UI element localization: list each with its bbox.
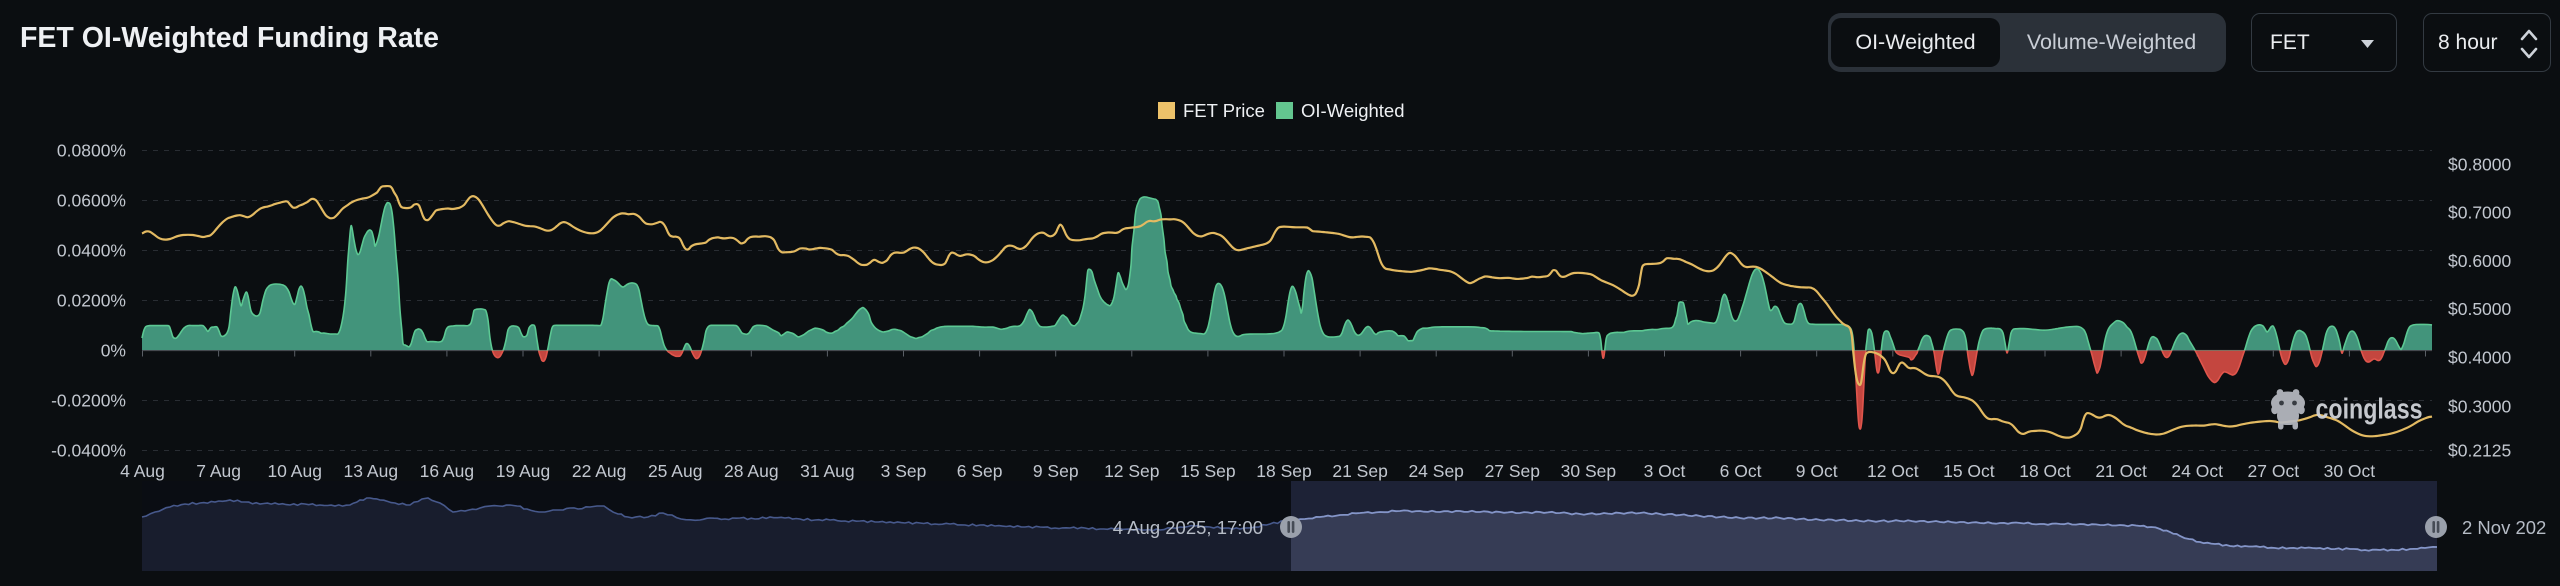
svg-text:15 Oct: 15 Oct xyxy=(1943,461,1995,481)
svg-text:9 Oct: 9 Oct xyxy=(1796,461,1838,481)
svg-text:$0.7000: $0.7000 xyxy=(2448,203,2512,223)
svg-text:24 Oct: 24 Oct xyxy=(2171,461,2223,481)
svg-text:$0.8000: $0.8000 xyxy=(2448,154,2512,174)
svg-text:4 Aug 2025, 17:00: 4 Aug 2025, 17:00 xyxy=(1113,517,1263,538)
svg-text:24 Sep: 24 Sep xyxy=(1408,461,1463,481)
svg-text:30 Oct: 30 Oct xyxy=(2324,461,2376,481)
svg-text:$0.4000: $0.4000 xyxy=(2448,347,2512,367)
svg-text:10 Aug: 10 Aug xyxy=(267,461,322,481)
svg-text:0%: 0% xyxy=(101,341,126,361)
svg-text:27 Sep: 27 Sep xyxy=(1485,461,1540,481)
svg-text:0.0800%: 0.0800% xyxy=(57,141,126,161)
svg-text:25 Aug: 25 Aug xyxy=(648,461,703,481)
svg-text:19 Aug: 19 Aug xyxy=(496,461,551,481)
svg-text:12 Oct: 12 Oct xyxy=(1867,461,1919,481)
svg-text:-0.0400%: -0.0400% xyxy=(51,441,126,461)
svg-text:31 Aug: 31 Aug xyxy=(800,461,855,481)
svg-text:3 Oct: 3 Oct xyxy=(1644,461,1686,481)
svg-text:4 Aug: 4 Aug xyxy=(120,461,165,481)
svg-text:0.0600%: 0.0600% xyxy=(57,191,126,211)
svg-text:22 Aug: 22 Aug xyxy=(572,461,627,481)
svg-text:$0.6000: $0.6000 xyxy=(2448,251,2512,271)
svg-text:6 Sep: 6 Sep xyxy=(957,461,1003,481)
svg-text:30 Sep: 30 Sep xyxy=(1561,461,1616,481)
svg-text:6 Oct: 6 Oct xyxy=(1720,461,1762,481)
svg-text:0.0200%: 0.0200% xyxy=(57,291,126,311)
svg-text:15 Sep: 15 Sep xyxy=(1180,461,1235,481)
svg-text:18 Sep: 18 Sep xyxy=(1256,461,1311,481)
svg-text:21 Oct: 21 Oct xyxy=(2095,461,2147,481)
svg-text:3 Sep: 3 Sep xyxy=(881,461,927,481)
svg-text:7 Aug: 7 Aug xyxy=(196,461,241,481)
svg-text:27 Oct: 27 Oct xyxy=(2248,461,2300,481)
svg-text:12 Sep: 12 Sep xyxy=(1104,461,1159,481)
svg-text:coinglass: coinglass xyxy=(2316,392,2423,425)
svg-text:-0.0200%: -0.0200% xyxy=(51,391,126,411)
svg-text:18 Oct: 18 Oct xyxy=(2019,461,2071,481)
svg-text:$0.3000: $0.3000 xyxy=(2448,396,2512,416)
svg-text:2 Nov 202: 2 Nov 202 xyxy=(2462,517,2546,538)
svg-text:$0.2125: $0.2125 xyxy=(2448,440,2511,460)
svg-text:0.0400%: 0.0400% xyxy=(57,241,126,261)
svg-text:28 Aug: 28 Aug xyxy=(724,461,779,481)
svg-text:13 Aug: 13 Aug xyxy=(344,461,399,481)
svg-text:21 Sep: 21 Sep xyxy=(1332,461,1387,481)
svg-text:9 Sep: 9 Sep xyxy=(1033,461,1079,481)
svg-text:16 Aug: 16 Aug xyxy=(420,461,475,481)
svg-text:$0.5000: $0.5000 xyxy=(2448,299,2512,319)
